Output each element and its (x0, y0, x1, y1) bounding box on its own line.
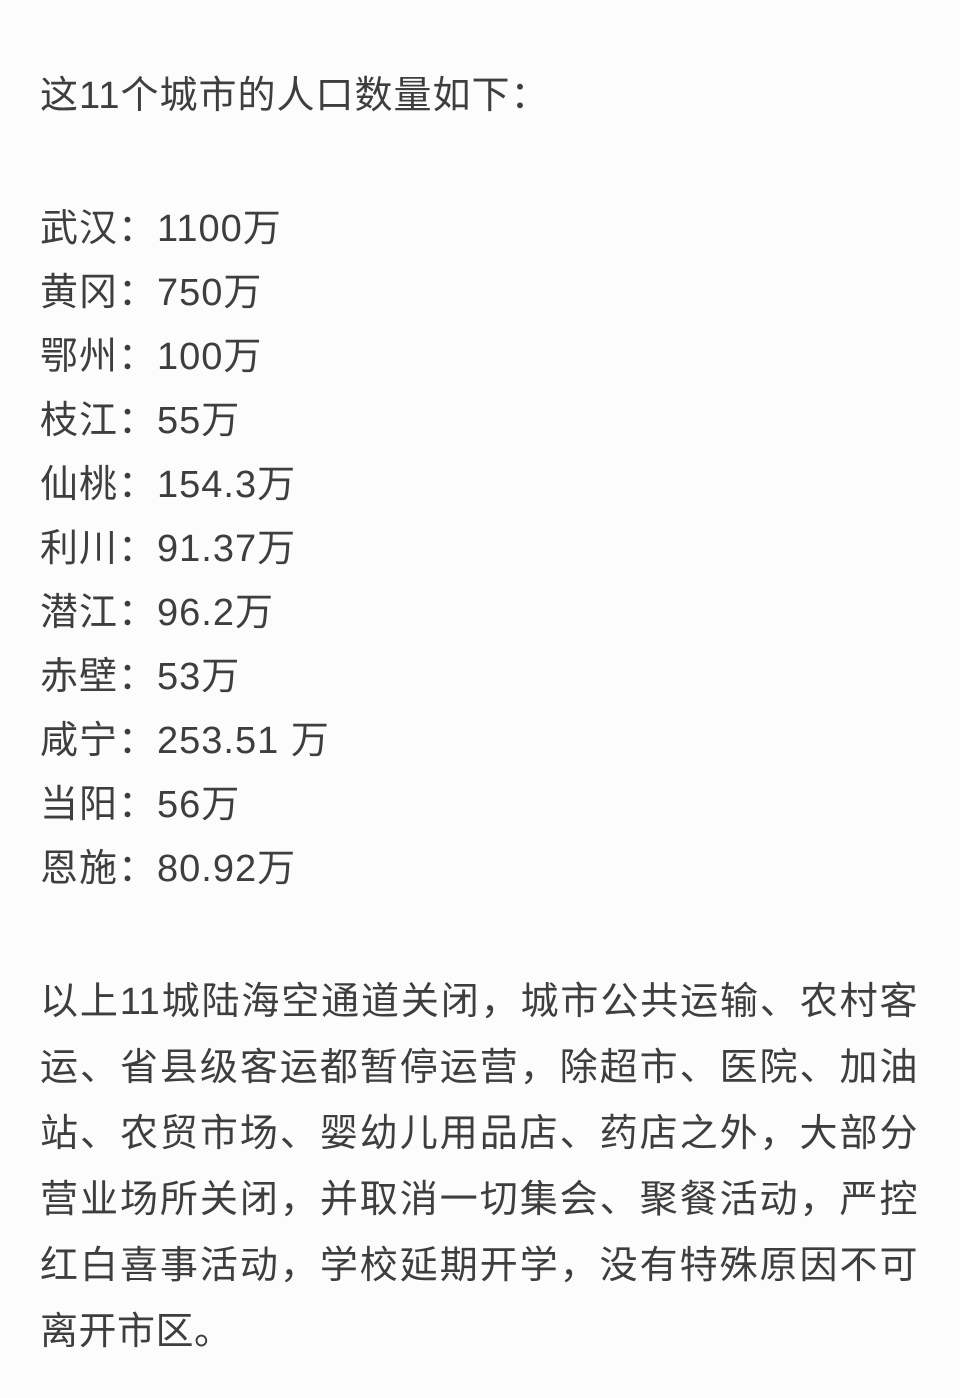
list-item: 枝江：55万 (40, 389, 918, 453)
city-name: 鄂州 (40, 336, 119, 378)
population-value: 80.92万 (157, 848, 297, 890)
list-item: 利川：91.37万 (40, 517, 918, 581)
city-name: 咸宁 (40, 720, 119, 762)
list-item: 咸宁：253.51 万 (40, 709, 918, 773)
population-value: 1100万 (157, 208, 282, 250)
population-value: 100万 (157, 336, 263, 378)
city-name: 仙桃 (40, 464, 119, 506)
colon-separator: ： (118, 656, 158, 698)
city-name: 赤壁 (40, 656, 119, 698)
city-name: 当阳 (40, 784, 119, 826)
city-name: 潜江 (40, 592, 119, 634)
colon-separator: ： (118, 528, 158, 570)
colon-separator: ： (118, 720, 158, 762)
city-name: 武汉 (40, 208, 119, 250)
list-item: 仙桃：154.3万 (40, 453, 918, 517)
city-name: 黄冈 (40, 272, 119, 314)
population-value: 56万 (157, 784, 241, 826)
list-item: 恩施：80.92万 (40, 837, 918, 901)
list-item: 当阳：56万 (40, 773, 918, 837)
list-item: 黄冈：750万 (40, 261, 918, 325)
colon-separator: ： (118, 592, 158, 634)
city-population-list: 武汉：1100万 黄冈：750万 鄂州：100万 枝江：55万 仙桃：154.3… (40, 197, 918, 901)
page-title: 这11个城市的人口数量如下： (40, 75, 550, 117)
population-value: 53万 (157, 656, 241, 698)
colon-separator: ： (118, 784, 158, 826)
list-item: 赤壁：53万 (40, 645, 918, 709)
population-value: 91.37万 (157, 528, 297, 570)
colon-separator: ： (118, 848, 158, 890)
list-item: 鄂州：100万 (40, 325, 918, 389)
city-name: 恩施 (40, 848, 119, 890)
colon-separator: ： (118, 336, 158, 378)
colon-separator: ： (118, 208, 158, 250)
population-value: 55万 (157, 400, 241, 442)
list-item: 潜江：96.2万 (40, 581, 918, 645)
population-value: 750万 (157, 272, 263, 314)
colon-separator: ： (118, 400, 158, 442)
city-name: 枝江 (40, 400, 119, 442)
lockdown-notice-paragraph: 以上11城陆海空通道关闭，城市公共运输、农村客运、省县级客运都暂停运营，除超市、… (40, 981, 918, 1353)
population-value: 253.51 万 (157, 720, 330, 762)
colon-separator: ： (118, 464, 158, 506)
population-value: 96.2万 (157, 592, 274, 634)
colon-separator: ： (118, 272, 158, 314)
population-value: 154.3万 (157, 464, 297, 506)
city-name: 利川 (40, 528, 119, 570)
list-item: 武汉：1100万 (40, 197, 918, 261)
